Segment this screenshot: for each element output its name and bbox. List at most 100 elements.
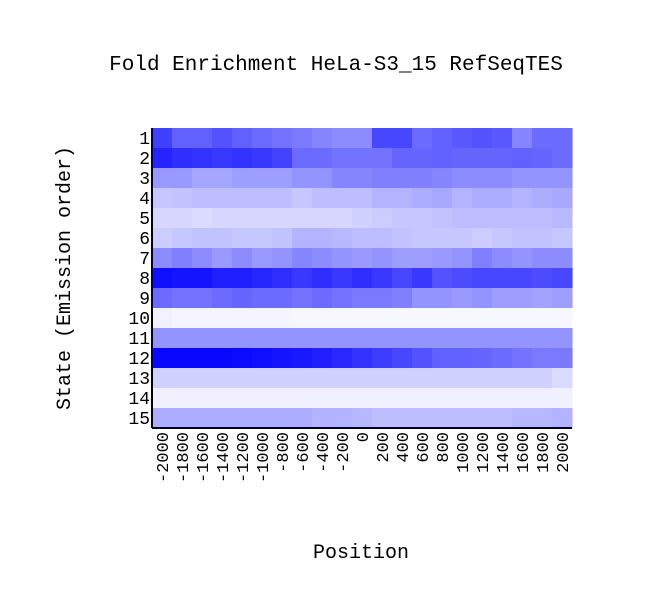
x-tick-label: 1000 [455,432,474,473]
heatmap-cell-state-14-pos-0 [352,388,373,409]
heatmap-cell-state-10-pos--1800 [172,308,193,329]
heatmap-cell-state-14-pos-1800 [532,388,553,409]
heatmap-cell-state-8-pos-400 [392,268,413,289]
heatmap-cell-state-7-pos-400 [392,248,413,269]
heatmap-cell-state-3-pos--600 [292,168,313,189]
heatmap-cell-state-2-pos--1000 [252,148,273,169]
heatmap-cell-state-8-pos-2000 [552,268,573,289]
heatmap-cell-state-6-pos-1400 [492,228,513,249]
heatmap-cell-state-11-pos-1400 [492,328,513,349]
heatmap-cell-state-1-pos-800 [432,128,453,149]
heatmap-cell-state-13-pos-200 [372,368,393,389]
x-tick-label: -1400 [215,432,234,483]
heatmap-cell-state-5-pos--1000 [252,208,273,229]
heatmap-cell-state-4-pos-1800 [532,188,553,209]
heatmap-cell-state-14-pos-800 [432,388,453,409]
heatmap-cell-state-13-pos-1200 [472,368,493,389]
heatmap-cell-state-2-pos-200 [372,148,393,169]
heatmap-cell-state-9-pos--800 [272,288,293,309]
heatmap-cell-state-8-pos--1600 [192,268,213,289]
heatmap-cell-state-15-pos--600 [292,408,313,429]
x-tick-label: 800 [435,432,454,463]
x-tick-label: -600 [295,432,314,473]
heatmap-cell-state-10-pos-1600 [512,308,533,329]
heatmap-cell-state-13-pos--2000 [152,368,173,389]
heatmap-cell-state-7-pos-200 [372,248,393,269]
heatmap-cell-state-12-pos-1200 [472,348,493,369]
heatmap-cell-state-1-pos-1200 [472,128,493,149]
heatmap-cell-state-9-pos-1000 [452,288,473,309]
heatmap-cell-state-5-pos--1400 [212,208,233,229]
heatmap-cell-state-1-pos--800 [272,128,293,149]
heatmap-cell-state-10-pos-0 [352,308,373,329]
heatmap-cell-state-3-pos--1200 [232,168,253,189]
heatmap-cell-state-9-pos--1400 [212,288,233,309]
heatmap-cell-state-12-pos--2000 [152,348,173,369]
x-tick-label: -200 [335,432,354,473]
x-tick-label: -1600 [195,432,214,483]
heatmap-cell-state-9-pos--1000 [252,288,273,309]
heatmap-cell-state-1-pos--400 [312,128,333,149]
heatmap-cell-state-2-pos--1800 [172,148,193,169]
heatmap-cell-state-11-pos--200 [332,328,353,349]
heatmap-cell-state-14-pos--1800 [172,388,193,409]
heatmap-cell-state-9-pos-0 [352,288,373,309]
y-tick-label: 15 [128,410,150,430]
heatmap-cell-state-9-pos-2000 [552,288,573,309]
heatmap-cell-state-6-pos-1000 [452,228,473,249]
heatmap-cell-state-3-pos-1800 [532,168,553,189]
x-tick-label: 1400 [495,432,514,473]
heatmap-cell-state-5-pos--600 [292,208,313,229]
heatmap-cell-state-13-pos--1200 [232,368,253,389]
heatmap-cell-state-15-pos-1200 [472,408,493,429]
x-tick-label: 2000 [555,432,574,473]
x-tick-label: 0 [355,432,374,442]
heatmap-cell-state-2-pos-1800 [532,148,553,169]
heatmap-cell-state-15-pos--200 [332,408,353,429]
heatmap-cell-state-3-pos-800 [432,168,453,189]
heatmap-cell-state-9-pos-600 [412,288,433,309]
heatmap-cell-state-1-pos--1600 [192,128,213,149]
heatmap-cell-state-10-pos--1400 [212,308,233,329]
heatmap-cell-state-7-pos-600 [412,248,433,269]
heatmap-cell-state-6-pos-0 [352,228,373,249]
heatmap-cell-state-5-pos-600 [412,208,433,229]
heatmap-cell-state-15-pos--1400 [212,408,233,429]
heatmap-cell-state-2-pos-1600 [512,148,533,169]
heatmap-cell-state-2-pos--1400 [212,148,233,169]
heatmap-cell-state-8-pos--1200 [232,268,253,289]
x-tick-label: -400 [315,432,334,473]
heatmap-cell-state-11-pos-400 [392,328,413,349]
heatmap-cell-state-5-pos-400 [392,208,413,229]
heatmap-cell-state-6-pos-600 [412,228,433,249]
heatmap-cell-state-5-pos--800 [272,208,293,229]
heatmap-cell-state-9-pos--2000 [152,288,173,309]
heatmap-cell-state-8-pos--1000 [252,268,273,289]
heatmap-cell-state-12-pos-1800 [532,348,553,369]
heatmap-cell-state-6-pos--1800 [172,228,193,249]
heatmap-cell-state-12-pos--1400 [212,348,233,369]
heatmap-cell-state-12-pos--1200 [232,348,253,369]
heatmap-cell-state-11-pos-1000 [452,328,473,349]
heatmap-cell-state-10-pos--600 [292,308,313,329]
heatmap-cell-state-3-pos--200 [332,168,353,189]
heatmap-cell-state-11-pos-200 [372,328,393,349]
heatmap-cell-state-8-pos--200 [332,268,353,289]
heatmap-cell-state-5-pos-1000 [452,208,473,229]
heatmap-cell-state-5-pos--200 [332,208,353,229]
heatmap-cell-state-11-pos--1200 [232,328,253,349]
y-tick-label: 5 [139,210,150,230]
heatmap-cell-state-11-pos-1200 [472,328,493,349]
heatmap-cell-state-10-pos--800 [272,308,293,329]
heatmap-cell-state-15-pos-1600 [512,408,533,429]
heatmap-cell-state-2-pos-1400 [492,148,513,169]
heatmap-cell-state-7-pos-0 [352,248,373,269]
heatmap-cell-state-12-pos--1800 [172,348,193,369]
heatmap-cell-state-13-pos--1600 [192,368,213,389]
heatmap-cell-state-1-pos-400 [392,128,413,149]
heatmap-cell-state-9-pos--200 [332,288,353,309]
heatmap-cell-state-10-pos-2000 [552,308,573,329]
heatmap-cell-state-5-pos--2000 [152,208,173,229]
heatmap-cell-state-11-pos--2000 [152,328,173,349]
heatmap-cell-state-1-pos--2000 [152,128,173,149]
